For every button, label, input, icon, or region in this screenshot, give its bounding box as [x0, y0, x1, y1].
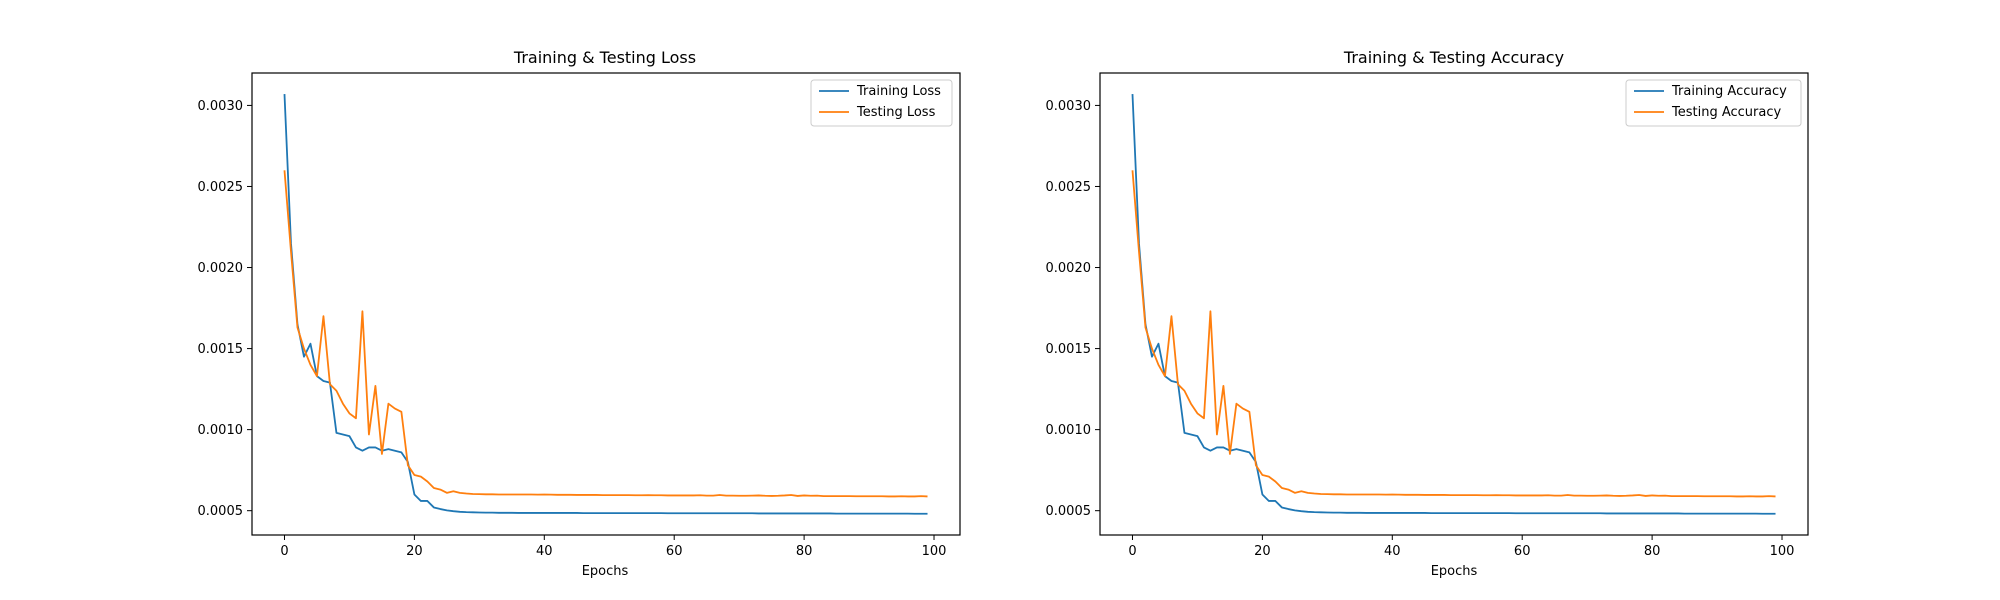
y-tick-label: 0.0015 [198, 342, 244, 357]
loss-chart: Training & Testing Loss 0 20 40 60 80 100 0.00… [198, 48, 961, 579]
y-tick-label: 0.0030 [1046, 99, 1092, 114]
legend-label-testing-loss: Testing Loss [856, 105, 936, 120]
y-tick-label: 0.0005 [1046, 504, 1092, 519]
x-tick-label: 80 [796, 544, 813, 559]
x-tick-label: 0 [1128, 544, 1136, 559]
x-tick-label: 20 [406, 544, 423, 559]
x-tick-label: 40 [1384, 544, 1401, 559]
x-tick-label: 60 [1514, 544, 1531, 559]
x-tick-label: 100 [1770, 544, 1795, 559]
chart-title: Training & Testing Loss [513, 48, 696, 67]
y-tick-label: 0.0025 [1046, 180, 1092, 195]
x-tick-label: 40 [536, 544, 553, 559]
series-line-training-loss [283, 94, 928, 515]
x-tick-label: 60 [666, 544, 683, 559]
y-tick-label: 0.0025 [198, 180, 244, 195]
legend: Training Loss Testing Loss [810, 79, 953, 127]
y-tick-label: 0.0020 [198, 261, 244, 276]
chart-title: Training & Testing Accuracy [1343, 48, 1564, 67]
y-tick-label: 0.0010 [198, 423, 244, 438]
x-tick-label: 20 [1254, 544, 1271, 559]
legend-label-training-loss: Training Loss [856, 84, 941, 99]
x-axis-label: Epochs [1431, 564, 1478, 579]
plot-area: 0 20 40 60 80 100 0.0005 0.0010 0.0015 0.0020 0.00… [1046, 94, 1795, 559]
y-tick-label: 0.0010 [1046, 423, 1092, 438]
legend-box [1625, 79, 1802, 127]
legend: Training Accuracy Testing Accuracy [1625, 79, 1802, 127]
axes-frame [251, 72, 961, 536]
plot-area: 0 20 40 60 80 100 0.0005 0.0010 0.0015 0.0020 0.00… [198, 94, 947, 559]
x-tick-label: 100 [922, 544, 947, 559]
series-line-testing-accuracy [1131, 170, 1776, 498]
x-tick-label: 0 [280, 544, 288, 559]
legend-label-testing-accuracy: Testing Accuracy [1671, 105, 1781, 120]
y-tick-label: 0.0015 [1046, 342, 1092, 357]
x-tick-label: 80 [1644, 544, 1661, 559]
y-tick-label: 0.0020 [1046, 261, 1092, 276]
legend-label-training-accuracy: Training Accuracy [1671, 84, 1787, 99]
y-tick-label: 0.0005 [198, 504, 244, 519]
axes-frame [1099, 72, 1809, 536]
accuracy-chart: Training & Testing Accuracy 0 20 40 60 80 100… [1046, 48, 1809, 579]
series-line-testing-loss [283, 170, 928, 498]
series-line-training-accuracy [1131, 94, 1776, 515]
y-tick-label: 0.0030 [198, 99, 244, 114]
x-axis-label: Epochs [582, 564, 629, 579]
